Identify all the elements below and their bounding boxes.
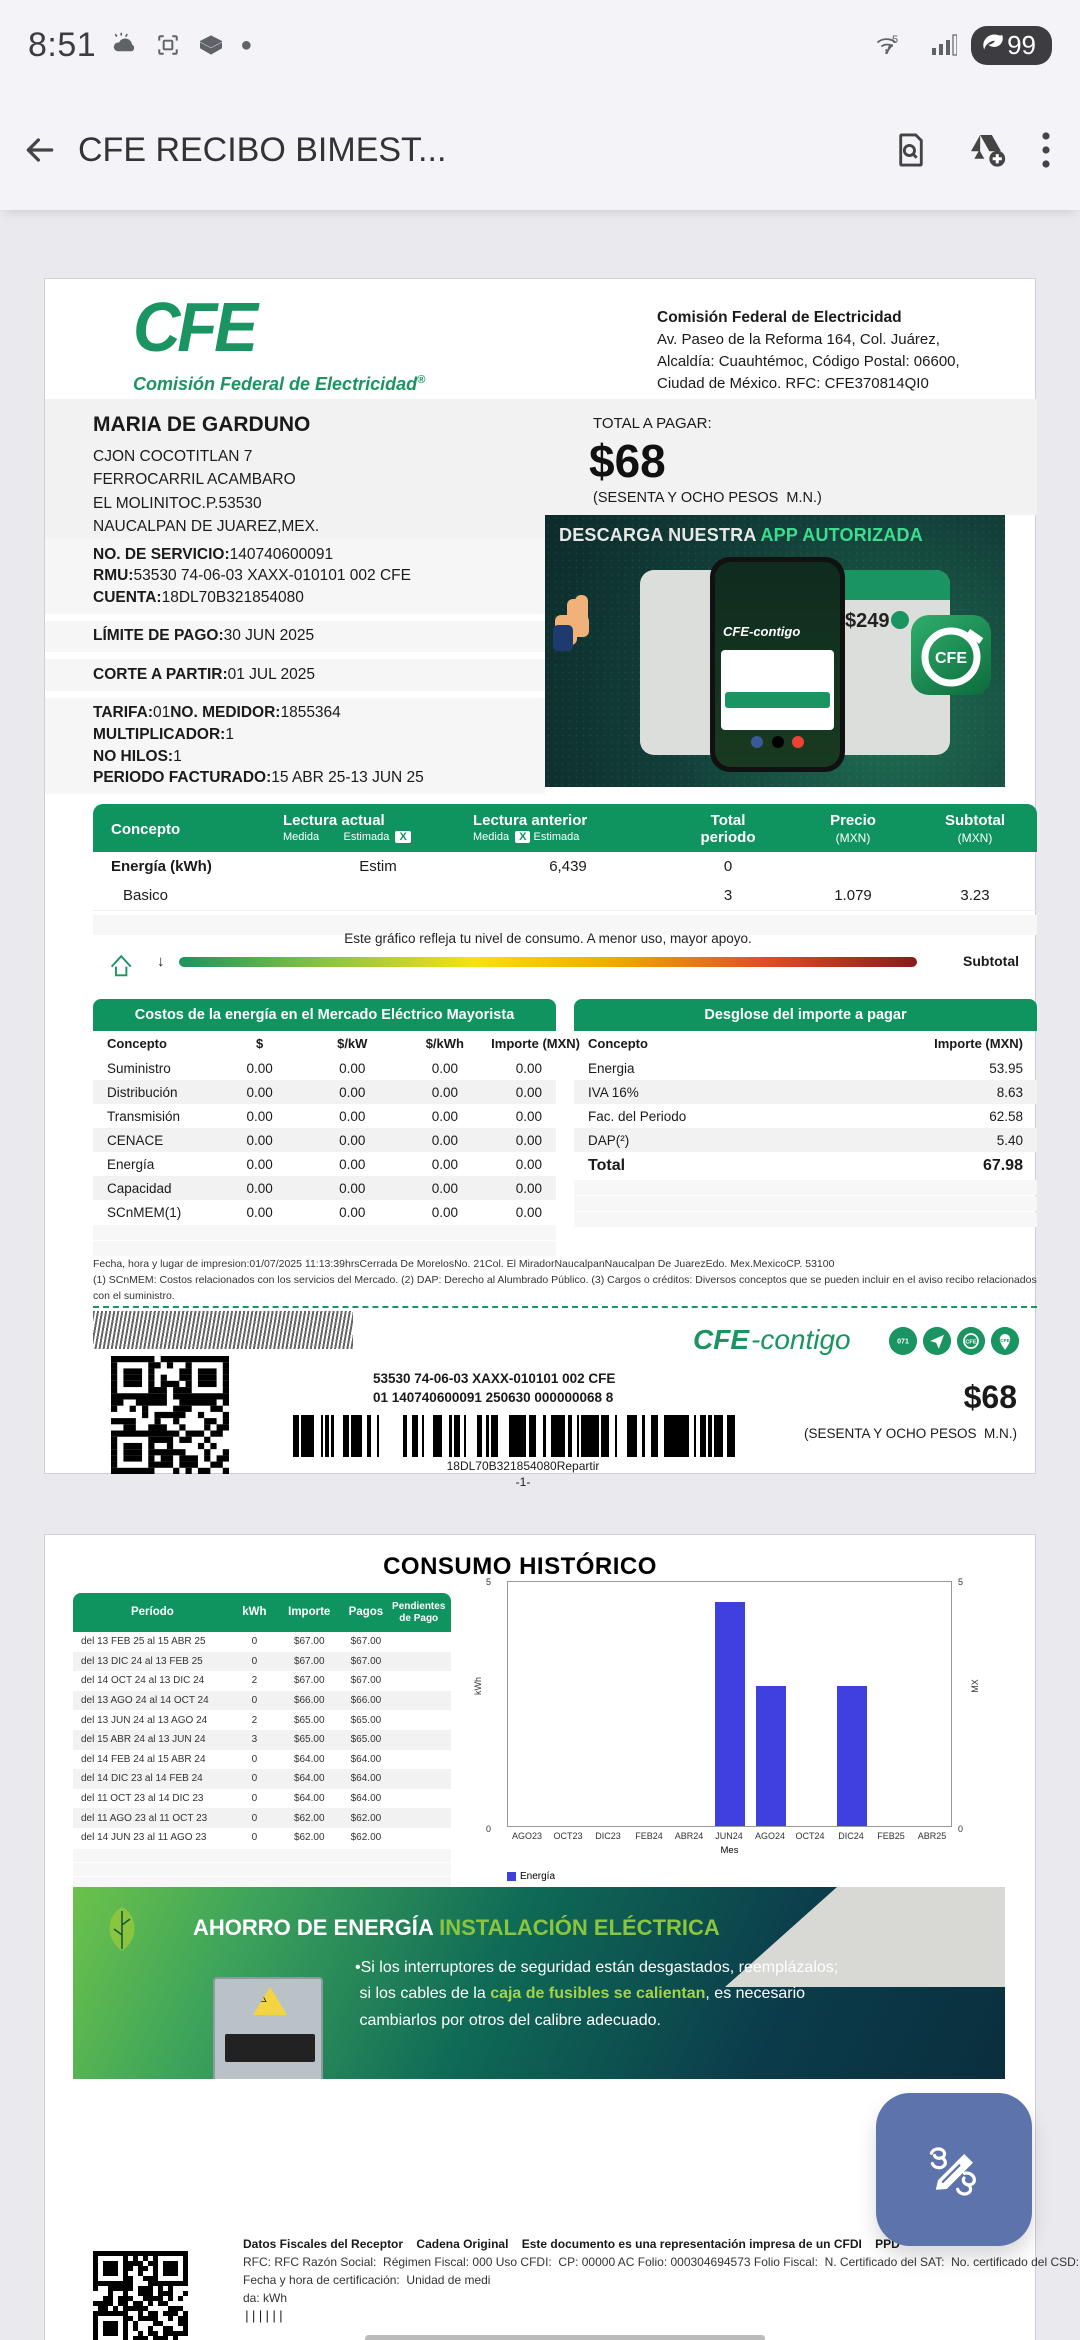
svg-text:CFE: CFE <box>1000 1338 1010 1344</box>
svg-text:5: 5 <box>892 34 898 46</box>
svg-text:CFE: CFE <box>965 1340 977 1346</box>
svg-text:CFE: CFE <box>133 289 260 366</box>
svg-text:CFE: CFE <box>935 650 967 667</box>
svg-text:071: 071 <box>897 1339 909 1346</box>
